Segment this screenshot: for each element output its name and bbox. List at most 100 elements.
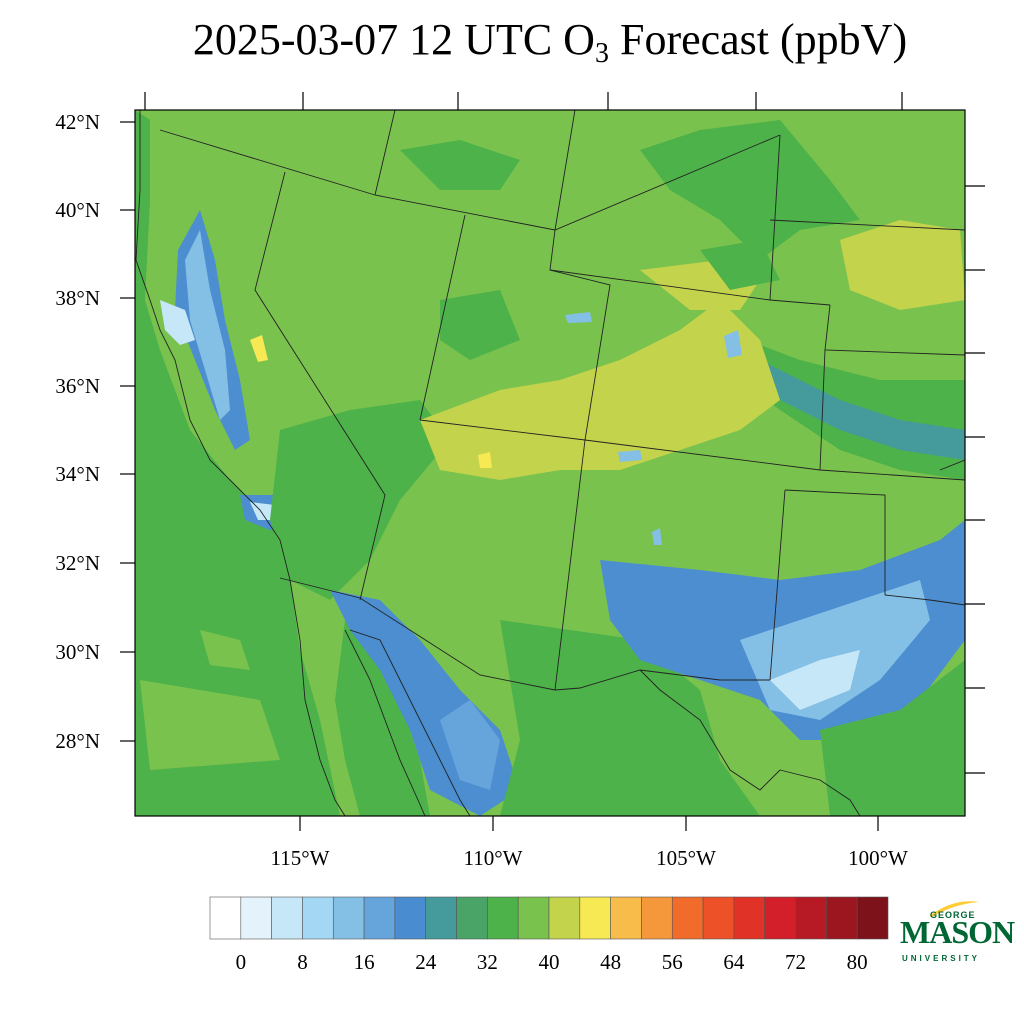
field-texas-lighter xyxy=(770,650,860,710)
field-north-green xyxy=(640,120,860,260)
field-wyoming-green xyxy=(700,240,780,290)
field-lake-2 xyxy=(724,330,742,358)
field-bay-area xyxy=(160,300,195,345)
coastline xyxy=(135,110,346,816)
state-line-wy xyxy=(554,110,576,231)
baja-east-coast xyxy=(344,629,426,816)
field-lake-4 xyxy=(652,528,662,545)
colorbar xyxy=(209,896,889,940)
colorbar-swatch xyxy=(332,896,365,940)
gulf-coast xyxy=(779,769,861,816)
colorbar-tick-label: 40 xyxy=(538,950,560,974)
state-line-ok xyxy=(819,349,826,471)
boundaries xyxy=(135,110,965,816)
field-lake-3 xyxy=(618,450,642,462)
field-pacific xyxy=(135,110,340,816)
field-gulf xyxy=(335,620,430,816)
colorbar-swatch xyxy=(456,896,488,940)
field-peak-nevada xyxy=(250,335,268,362)
colorbar-swatch xyxy=(302,896,334,940)
field-pacific-lighter xyxy=(140,680,280,770)
colorbar-swatch xyxy=(487,896,519,940)
colorbar-swatch xyxy=(764,896,796,940)
field-idaho-green xyxy=(400,140,520,190)
lon-label: 100°W xyxy=(848,846,908,870)
colorbar-swatch xyxy=(425,896,457,940)
state-line-ut-co xyxy=(549,229,611,441)
colorbar-swatch xyxy=(795,896,827,940)
logo-swoosh-icon xyxy=(929,901,979,917)
state-line-nm-tx-west xyxy=(769,489,786,681)
colorbar-swatch xyxy=(641,896,673,940)
field-utah-green xyxy=(440,290,520,360)
colorbar-tick-label: 0 xyxy=(235,950,247,974)
lon-label: 105°W xyxy=(656,846,716,870)
colorbar-tick-label: 8 xyxy=(297,950,308,974)
colorbar-swatch xyxy=(826,896,858,940)
colorbar-swatch xyxy=(517,896,550,940)
map-border xyxy=(134,109,966,817)
colorbar-tick-label: 64 xyxy=(723,950,745,974)
colorbar-swatch xyxy=(610,896,642,940)
axis-ticks xyxy=(120,92,985,831)
lat-label: 40°N xyxy=(55,198,100,222)
field-peak-arizona xyxy=(478,452,492,468)
colorbar-tick-label: 48 xyxy=(600,950,622,974)
colorbar-tick-label: 80 xyxy=(846,950,868,974)
border-la-tx xyxy=(939,459,965,471)
field-mexico-blue xyxy=(440,700,500,790)
field-pacific-lighter-2 xyxy=(200,630,250,670)
logo-george: GEORGE xyxy=(930,910,976,920)
colorbar-swatch xyxy=(209,896,242,940)
state-line-nm-tx xyxy=(784,489,886,595)
ozone-field xyxy=(135,110,965,816)
colorbar-swatch xyxy=(733,896,766,940)
gmu-logo: GEORGE MASON UNIVERSITY xyxy=(900,900,1015,970)
field-desert-belt xyxy=(270,400,450,600)
map-title: 2025-03-07 12 UTC O3 Forecast (ppbV) xyxy=(192,15,908,69)
colorbar-swatch xyxy=(240,896,272,940)
state-line-ne xyxy=(769,219,965,231)
colorbar-swatch xyxy=(548,896,581,940)
lat-label: 42°N xyxy=(55,110,100,134)
lat-label: 28°N xyxy=(55,729,100,753)
logo-mason: MASON xyxy=(900,914,1015,950)
field-salt-lake xyxy=(565,312,592,323)
logo-university: UNIVERSITY xyxy=(902,954,981,963)
lat-label: 32°N xyxy=(55,551,100,575)
colorbar-tick-label: 72 xyxy=(785,950,807,974)
field-central-valley-light xyxy=(185,230,230,420)
mainland-mexico-coast xyxy=(349,629,471,816)
lat-label: 36°N xyxy=(55,374,100,398)
colorbar-swatch xyxy=(363,896,396,940)
colorbar-swatch xyxy=(856,896,889,940)
colorbar-swatch xyxy=(702,896,735,940)
colorbar-swatch xyxy=(271,896,303,940)
colorbar-swatch xyxy=(671,896,704,940)
field-colorado-plateau xyxy=(420,300,780,480)
field-mexico-green xyxy=(500,620,760,816)
state-line-co-nm xyxy=(419,419,965,481)
colorbar-tick-label: 32 xyxy=(476,950,498,974)
colorbar-tick-label: 56 xyxy=(661,950,683,974)
state-line-nv-ut xyxy=(419,214,466,421)
field-plains-teal-2 xyxy=(760,360,965,460)
border-tx-east xyxy=(884,594,965,606)
colorbar-swatch xyxy=(394,896,427,940)
lat-label: 30°N xyxy=(55,640,100,664)
lat-label: 34°N xyxy=(55,462,100,486)
colorbar-swatch xyxy=(579,896,611,940)
border-us-mexico xyxy=(279,577,770,691)
lon-label: 115°W xyxy=(270,846,330,870)
lat-label: 38°N xyxy=(55,286,100,310)
colorbar-tick-label: 16 xyxy=(353,950,375,974)
state-line-az-nm xyxy=(554,439,586,691)
state-line-ca-nv xyxy=(254,171,386,601)
border-rio-grande xyxy=(639,669,781,791)
state-line-mt-wy xyxy=(769,134,781,301)
lon-label: 110°W xyxy=(463,846,523,870)
field-gulf-coast xyxy=(820,660,965,816)
state-line-id xyxy=(374,110,396,196)
colorbar-tick-label: 24 xyxy=(415,950,437,974)
